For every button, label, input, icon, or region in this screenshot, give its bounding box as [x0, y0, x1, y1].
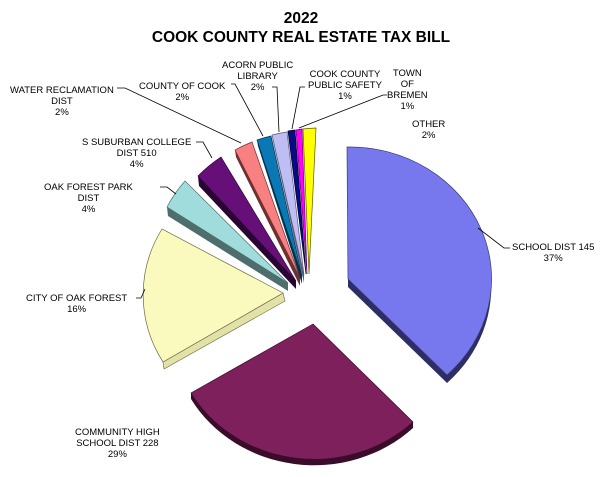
label-county-of-cook: COUNTY OF COOK 2% [139, 81, 226, 103]
label-community-high-school-228: COMMUNITY HIGH SCHOOL DIST 228 29% [75, 427, 160, 460]
slice-cook-county-public-safety [287, 129, 307, 275]
slice-acorn-public-library [271, 131, 305, 283]
label-water-reclamation: WATER RECLAMATION DIST 2% [10, 85, 114, 118]
label-oak-forest-park-dist: OAK FOREST PARK DIST 4% [44, 182, 133, 215]
slice-city-of-oak-forest [142, 228, 286, 370]
slice-county-of-cook [256, 135, 303, 284]
label-cook-county-public-safety: COOK COUNTY PUBLIC SAFETY 1% [308, 69, 382, 102]
label-s-suburban-college: S SUBURBAN COLLEGE DIST 510 4% [82, 137, 192, 170]
chart-title: COOK COUNTY REAL ESTATE TAX BILL [151, 29, 451, 46]
slice-town-of-bremen [295, 128, 308, 275]
label-school-dist-145: SCHOOL DIST 145 37% [512, 242, 595, 264]
label-city-of-oak-forest: CITY OF OAK FOREST 16% [26, 293, 128, 315]
label-other: OTHER 2% [412, 119, 446, 141]
label-acorn-public-library: ACORN PUBLIC LIBRARY 2% [222, 60, 294, 93]
leader-lines [117, 83, 510, 299]
slice-water-reclamation [234, 141, 301, 286]
slice-community-high-school-228 [190, 323, 414, 466]
slice-s-suburban-college [197, 156, 297, 289]
chart-title-year: 2022 [283, 10, 319, 27]
label-town-of-bremen: TOWN OF BREMEN 1% [387, 68, 428, 112]
slice-other [302, 127, 317, 275]
slice-school-dist-145 [346, 146, 492, 383]
